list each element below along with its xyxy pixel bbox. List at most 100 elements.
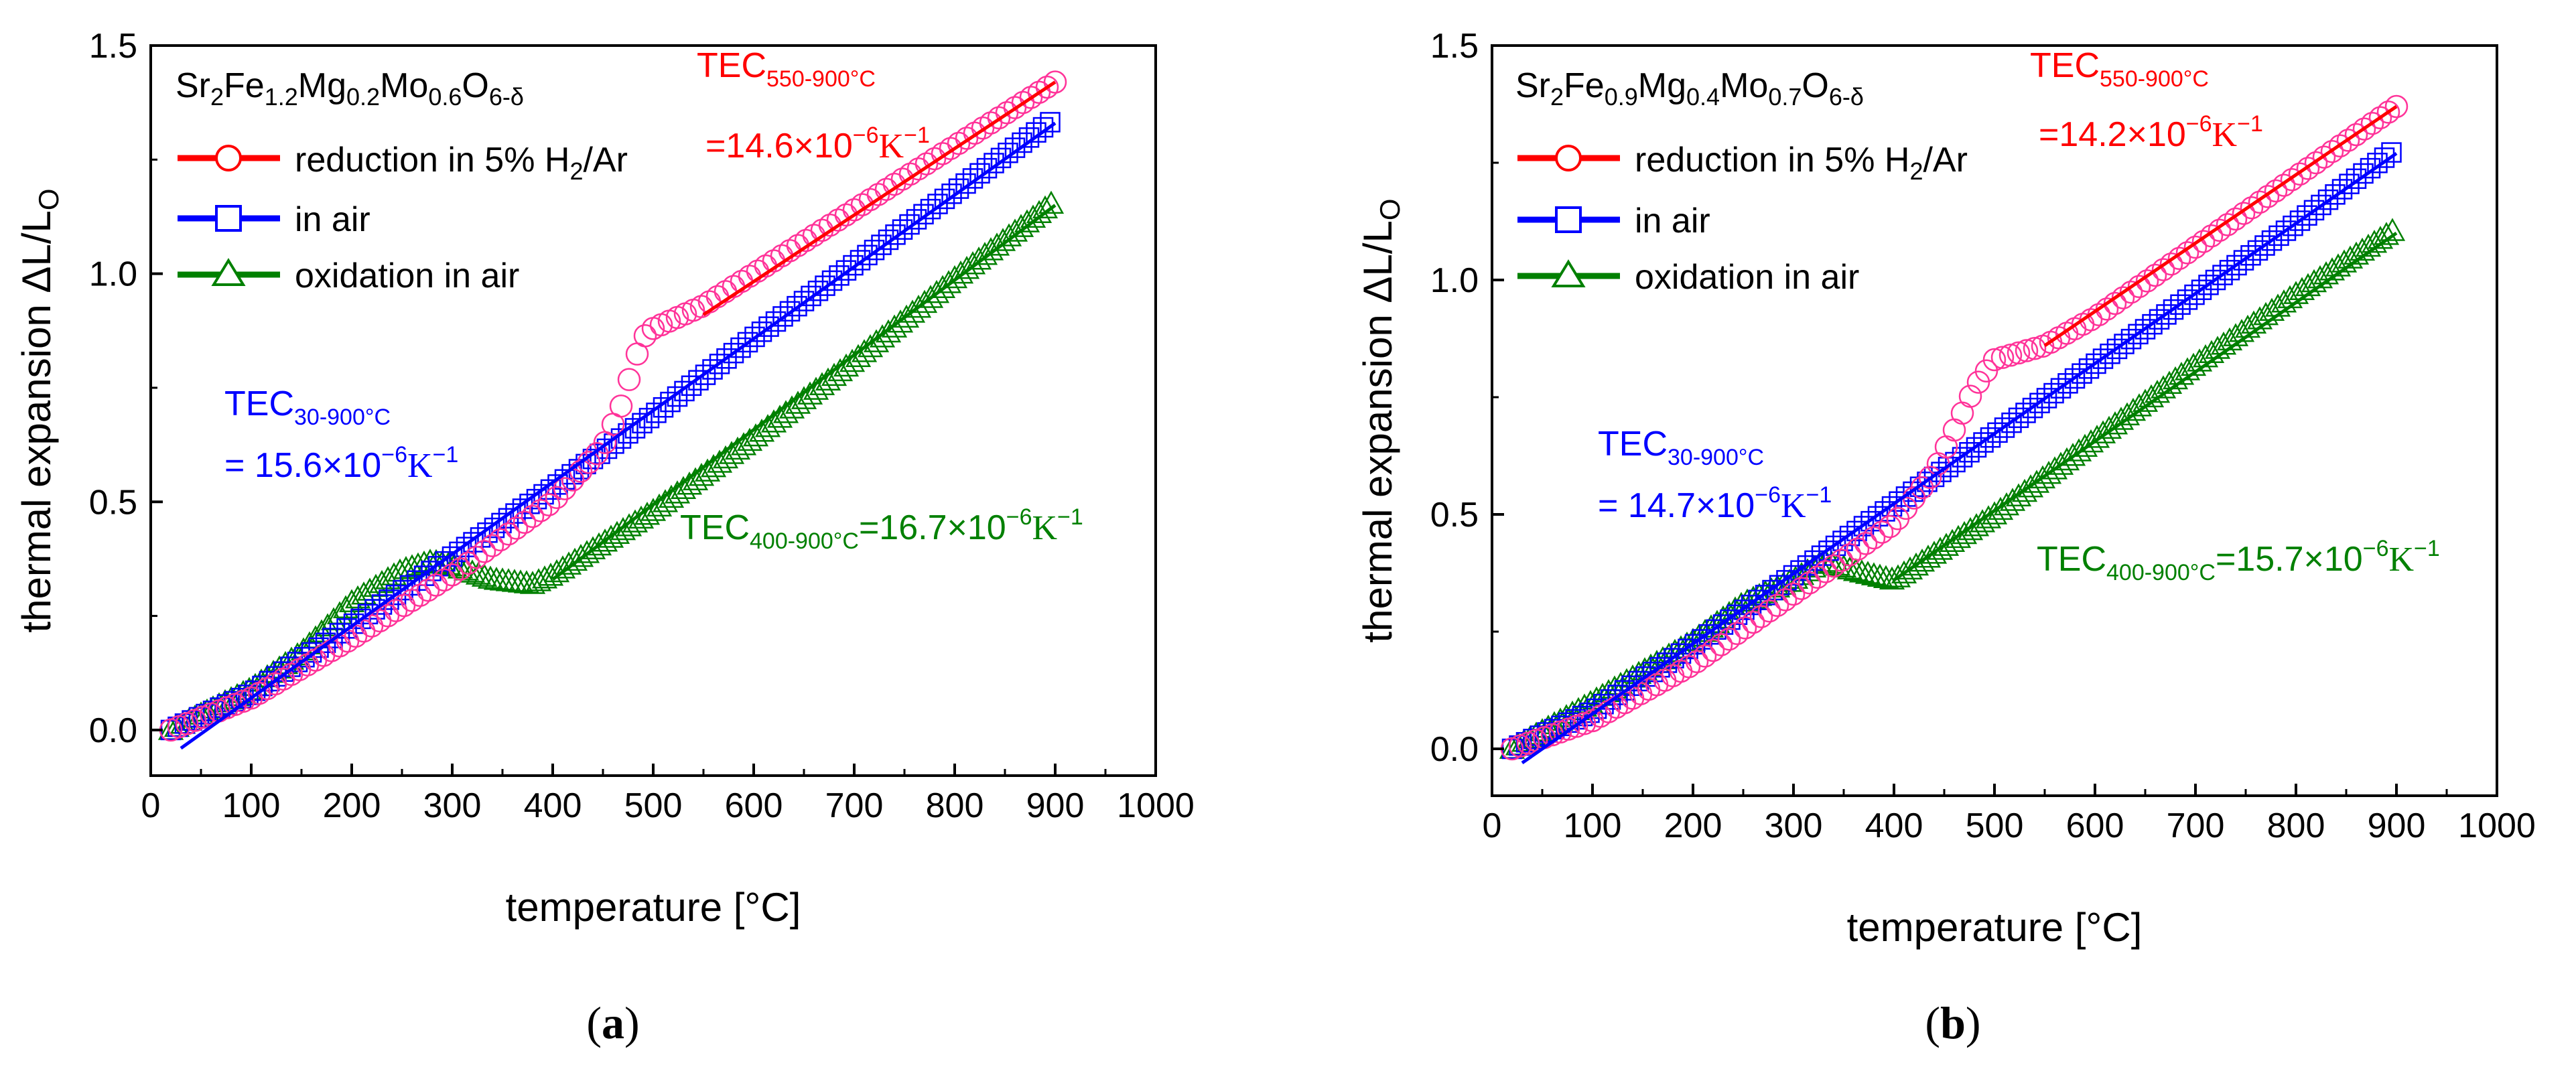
annotation-red-tec-label-b: TEC550-900°C <box>2030 46 2209 92</box>
x-tick-label: 900 <box>1026 786 1085 825</box>
data-point <box>1982 348 2007 372</box>
data-point <box>2041 456 2068 480</box>
data-point <box>760 409 787 433</box>
data-point <box>1990 346 2015 369</box>
data-point <box>2175 241 2199 265</box>
data-point <box>545 486 569 509</box>
data-point <box>2296 157 2320 180</box>
data-point <box>1773 588 1798 612</box>
legend-entry-oxidation: oxidation in air <box>1517 258 1859 297</box>
data-point <box>598 524 624 548</box>
annotation-red-tec-value-a: =14.6×10−6K−1 <box>705 123 930 165</box>
data-point <box>2248 190 2272 214</box>
data-point <box>375 566 401 589</box>
data-point <box>2011 478 2038 502</box>
data-point <box>927 194 948 214</box>
y-tick-label: 1.5 <box>89 27 137 66</box>
data-point <box>2208 218 2232 242</box>
data-point <box>405 552 431 576</box>
data-point <box>1749 605 1773 628</box>
data-point <box>1842 558 1869 581</box>
data-point <box>2047 451 2074 475</box>
data-point <box>456 551 480 575</box>
data-point <box>998 142 1018 163</box>
data-point <box>1998 344 2023 367</box>
data-point <box>586 532 612 556</box>
data-point <box>1999 488 2026 511</box>
y-tick-label: 1.0 <box>1430 261 1479 300</box>
data-point <box>667 386 688 407</box>
data-point <box>742 423 769 447</box>
data-point <box>1818 551 1845 574</box>
data-point <box>681 375 702 397</box>
data-point <box>1725 622 1749 646</box>
data-point <box>472 540 496 563</box>
data-point <box>2017 474 2044 498</box>
data-point <box>1957 516 1984 541</box>
data-point <box>529 499 553 522</box>
data-point <box>2280 167 2304 192</box>
fit-line <box>180 121 1057 750</box>
data-point <box>941 184 962 204</box>
annotation-red-tec-value-b: =14.2×10−6K−1 <box>2039 111 2263 154</box>
x-tick-label: 0 <box>1483 806 1502 845</box>
data-point <box>573 540 600 563</box>
data-point <box>1004 137 1026 158</box>
y-axis-label-a: thermal expansion ΔL/LO <box>14 188 64 632</box>
data-point <box>1043 70 1067 94</box>
data-point <box>772 306 793 327</box>
data-point <box>2023 336 2047 360</box>
data-point <box>2325 184 2346 205</box>
data-point <box>1918 466 1942 489</box>
data-point <box>2159 252 2183 276</box>
data-point <box>1885 564 1911 587</box>
data-point <box>1741 610 1765 634</box>
data-point <box>592 528 618 552</box>
data-point <box>1878 514 1902 539</box>
data-point <box>2376 100 2400 124</box>
data-point <box>765 311 787 332</box>
y-tick-label: 0.0 <box>1430 730 1479 769</box>
data-point <box>2035 460 2062 484</box>
data-point <box>314 613 341 636</box>
data-point <box>801 285 821 307</box>
x-tick-label: 600 <box>725 786 783 825</box>
data-point <box>807 280 829 301</box>
data-point <box>2379 218 2406 241</box>
data-point <box>2373 222 2400 245</box>
data-point <box>2151 258 2175 281</box>
x-tick-label: 600 <box>2066 806 2124 845</box>
data-point <box>871 234 892 255</box>
data-point <box>843 255 864 276</box>
data-point <box>744 326 765 348</box>
data-point <box>878 229 899 251</box>
data-point <box>1921 541 1948 564</box>
data-point <box>1781 582 1806 606</box>
data-point <box>531 565 558 589</box>
data-point <box>766 405 793 428</box>
data-point <box>969 163 990 184</box>
x-tick-label: 800 <box>926 786 984 825</box>
y-tick-label: 1.5 <box>1430 27 1479 66</box>
data-point <box>2328 134 2352 158</box>
data-point <box>906 209 927 230</box>
data-point <box>2367 226 2394 249</box>
data-point <box>990 147 1012 169</box>
data-point <box>2317 189 2339 210</box>
data-point <box>2374 147 2395 168</box>
data-point <box>432 568 456 592</box>
data-point <box>1951 520 1978 545</box>
svg-text:oxidation in air: oxidation in air <box>295 257 519 295</box>
data-point <box>1733 616 1757 640</box>
data-point <box>2174 357 2201 380</box>
data-point <box>2007 341 2031 365</box>
data-point <box>934 188 955 210</box>
data-point <box>2156 370 2183 394</box>
data-point <box>920 198 941 220</box>
legend-b: reduction in 5% H2/Ar in air oxidation i… <box>1517 141 1968 297</box>
x-tick-label: 800 <box>2267 806 2325 845</box>
series-circle <box>1500 94 2409 761</box>
data-point <box>976 157 998 179</box>
data-point <box>2023 470 2050 493</box>
data-point <box>2135 269 2159 293</box>
